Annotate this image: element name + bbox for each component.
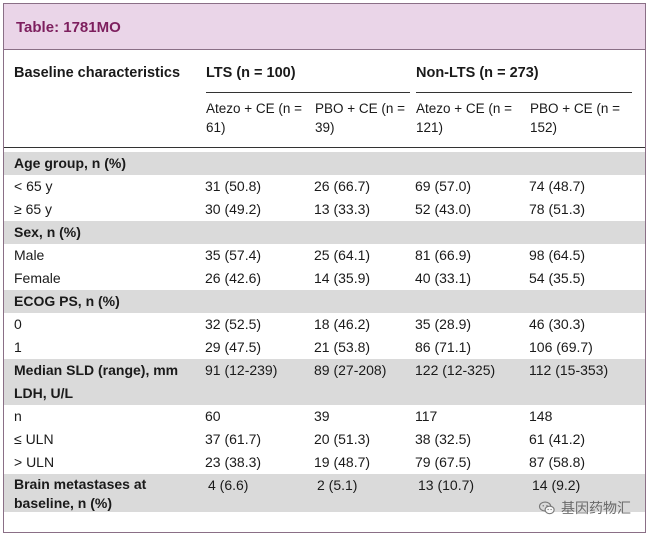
section-label: Age group, n (%) <box>14 155 126 171</box>
table-cell: 35 (28.9) <box>415 316 472 332</box>
table-cell: 13 (33.3) <box>314 201 371 217</box>
table-row: ≥ 65 y 30 (49.2) 13 (33.3) 52 (43.0) 78 (51.… <box>4 198 645 221</box>
wechat-icon <box>538 501 555 515</box>
row-label: ≥ 65 y <box>14 201 53 217</box>
table-cell: 86 (71.1) <box>415 339 472 355</box>
table-cell: 31 (50.8) <box>205 178 262 194</box>
table-cell: 74 (48.7) <box>529 178 586 194</box>
header-non-lts: Non-LTS (n = 273) <box>416 65 539 81</box>
table-title: Table: 1781MO <box>16 19 121 36</box>
section-label: ECOG PS, n (%) <box>14 293 120 309</box>
table-cell: 2 (5.1) <box>317 477 358 493</box>
row-label: ≤ ULN <box>14 431 54 447</box>
table-cell: 26 (66.7) <box>314 178 371 194</box>
section-label: Sex, n (%) <box>14 224 81 240</box>
table-cell: 14 (35.9) <box>314 270 371 286</box>
table-cell: 79 (67.5) <box>415 454 472 470</box>
watermark-text: 基因药物汇 <box>561 500 631 516</box>
table-row: LDH, U/L <box>4 382 645 405</box>
table-cell: 35 (57.4) <box>205 247 262 263</box>
table-cell: 18 (46.2) <box>314 316 371 332</box>
subheader-nonlts-pbo: PBO + CE (n = 152) <box>530 101 621 135</box>
table-row: > ULN 23 (38.3) 19 (48.7) 79 (67.5) 87 (58.8… <box>4 451 645 474</box>
table-cell: 112 (15-353) <box>529 362 609 378</box>
table-cell: 122 (12-325) <box>415 362 496 378</box>
table-cell: 25 (64.1) <box>314 247 371 263</box>
table-cell: 69 (57.0) <box>415 178 472 194</box>
table-cell: 106 (69.7) <box>529 339 593 355</box>
header-bottom-rule <box>4 147 645 148</box>
table-cell: 37 (61.7) <box>205 431 262 447</box>
table-row: Sex, n (%) <box>4 221 645 244</box>
table-cell: 30 (49.2) <box>205 201 262 217</box>
table-cell: 46 (30.3) <box>529 316 586 332</box>
table-row: Male 35 (57.4) 25 (64.1) 81 (66.9) 98 (64.5) <box>4 244 645 267</box>
row-label: 1 <box>14 339 22 355</box>
table-cell: 117 <box>415 408 438 424</box>
table-row: Age group, n (%) <box>4 152 645 175</box>
table-cell: 13 (10.7) <box>418 477 475 493</box>
section-label: Brain metastases at baseline, n (%) <box>14 476 147 511</box>
non-lts-underline <box>416 92 632 93</box>
table-row: 1 29 (47.5) 21 (53.8) 86 (71.1) 106 (69.7) <box>4 336 645 359</box>
row-label: n <box>14 408 22 424</box>
table-row: 0 32 (52.5) 18 (46.2) 35 (28.9) 46 (30.3) <box>4 313 645 336</box>
row-label: Female <box>14 270 61 286</box>
table-cell: 19 (48.7) <box>314 454 371 470</box>
subheader-lts-pbo: PBO + CE (n = 39) <box>315 101 406 135</box>
table-row: ≤ ULN 37 (61.7) 20 (51.3) 38 (32.5) 61 (41.2… <box>4 428 645 451</box>
table-cell: 20 (51.3) <box>314 431 371 447</box>
table-cell: 89 (27-208) <box>314 362 387 378</box>
table-row: Brain metastases at baseline, n (%) 4 (6.… <box>4 474 645 512</box>
table-cell: 21 (53.8) <box>314 339 371 355</box>
table-row: Median SLD (range), mm 91 (12-239) 89 (27-… <box>4 359 645 382</box>
table-cell: 98 (64.5) <box>529 247 586 263</box>
table-row: ECOG PS, n (%) <box>4 290 645 313</box>
table-cell: 4 (6.6) <box>208 477 249 493</box>
table-cell: 23 (38.3) <box>205 454 262 470</box>
table-cell: 87 (58.8) <box>529 454 586 470</box>
table-cell: 60 <box>205 408 221 424</box>
watermark: 基因药物汇 <box>538 498 631 518</box>
table-cell: 26 (42.6) <box>205 270 262 286</box>
section-label: LDH, U/L <box>14 385 74 401</box>
row-label: < 65 y <box>14 178 53 194</box>
table-cell: 29 (47.5) <box>205 339 262 355</box>
table-title-bar: Table: 1781MO <box>4 4 645 50</box>
header-baseline-characteristics: Baseline characteristics <box>14 65 181 81</box>
table-cell: 61 (41.2) <box>529 431 586 447</box>
section-label: Median SLD (range), mm <box>14 362 179 378</box>
table-cell: 91 (12-239) <box>205 362 278 378</box>
table-cell: 40 (33.1) <box>415 270 472 286</box>
row-label: Male <box>14 247 45 263</box>
table-cell: 32 (52.5) <box>205 316 262 332</box>
table-row: < 65 y 31 (50.8) 26 (66.7) 69 (57.0) 74 (48.… <box>4 175 645 198</box>
table-cell: 38 (32.5) <box>415 431 472 447</box>
subheader-nonlts-atezo: Atezo + CE (n = 121) <box>416 101 513 135</box>
header-lts: LTS (n = 100) <box>206 65 296 81</box>
table-cell: 81 (66.9) <box>415 247 472 263</box>
table-row: Female 26 (42.6) 14 (35.9) 40 (33.1) 54 (35.… <box>4 267 645 290</box>
table-cell: 54 (35.5) <box>529 270 586 286</box>
row-label: > ULN <box>14 454 55 470</box>
table-cell: 39 <box>314 408 330 424</box>
table-cell: 148 <box>529 408 553 424</box>
subheader-lts-atezo: Atezo + CE (n = 61) <box>206 101 303 135</box>
table-row: n 60 39 117 148 <box>4 405 645 428</box>
table-cell: 14 (9.2) <box>532 477 581 493</box>
table-cell: 78 (51.3) <box>529 201 586 217</box>
table-cell: 52 (43.0) <box>415 201 472 217</box>
row-label: 0 <box>14 316 22 332</box>
lts-underline <box>206 92 410 93</box>
table-frame: Table: 1781MO Baseline characteristics L… <box>3 3 646 533</box>
